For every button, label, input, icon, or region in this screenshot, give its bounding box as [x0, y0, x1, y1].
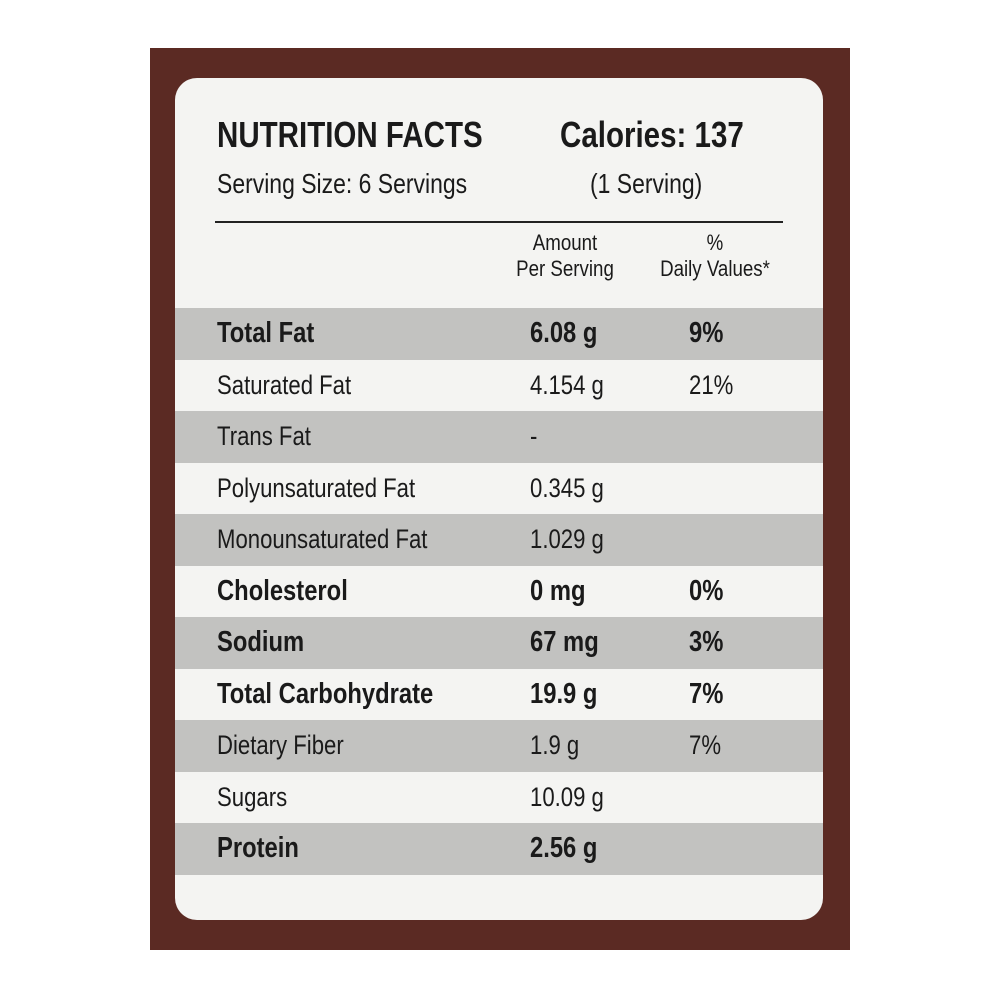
- nutrient-amount: -: [530, 421, 538, 451]
- nutrient-row: Polyunsaturated Fat 0.345 g: [175, 463, 823, 515]
- nutrient-amount: 2.56 g: [530, 832, 598, 864]
- nutrient-name: Saturated Fat: [217, 369, 352, 400]
- nutrient-amount: 0 mg: [530, 574, 586, 607]
- calories-basis: (1 Serving): [590, 168, 703, 199]
- nutrient-row: Sugars 10.09 g: [175, 772, 823, 824]
- column-header-line: Daily Values*: [660, 256, 770, 281]
- nutrient-amount: 6.08 g: [530, 317, 598, 349]
- nutrient-name: Total Carbohydrate: [217, 677, 434, 710]
- nutrient-daily-value: 0%: [689, 574, 724, 607]
- nutrient-amount: 19.9 g: [530, 677, 598, 710]
- nutrient-row: Sodium 67 mg 3%: [175, 617, 823, 669]
- nutrient-name: Sodium: [217, 626, 305, 658]
- nutrient-daily-value: 9%: [689, 317, 724, 349]
- nutrient-name: Cholesterol: [217, 574, 348, 607]
- nutrient-daily-value: 7%: [689, 730, 722, 760]
- nutrient-amount: 10.09 g: [530, 781, 604, 812]
- nutrient-amount: 1.029 g: [530, 524, 604, 554]
- amount-header: Amount Per Serving: [485, 230, 645, 282]
- nutrient-name: Protein: [217, 832, 299, 864]
- serving-size: Serving Size: 6 Servings: [217, 168, 468, 199]
- calories: Calories: 137: [560, 114, 744, 155]
- nutrient-amount: 67 mg: [530, 626, 599, 658]
- nutrient-amount: 1.9 g: [530, 730, 580, 760]
- column-header-line: Per Serving: [516, 256, 614, 281]
- nutrient-amount: 0.345 g: [530, 472, 604, 503]
- nutrient-row: Monounsaturated Fat 1.029 g: [175, 514, 823, 566]
- title: NUTRITION FACTS: [217, 114, 483, 155]
- nutrient-name: Trans Fat: [217, 421, 311, 451]
- nutrient-row: Saturated Fat 4.154 g 21%: [175, 360, 823, 412]
- nutrition-label: NUTRITION FACTS Serving Size: 6 Servings…: [175, 78, 823, 920]
- nutrient-row: Protein 2.56 g: [175, 823, 823, 875]
- nutrient-row: Trans Fat -: [175, 411, 823, 463]
- nutrient-row: Total Carbohydrate 19.9 g 7%: [175, 669, 823, 721]
- daily-value-header: % Daily Values*: [630, 230, 800, 282]
- nutrient-daily-value: 7%: [689, 677, 724, 710]
- nutrient-name: Polyunsaturated Fat: [217, 472, 416, 503]
- nutrient-name: Sugars: [217, 781, 288, 812]
- divider: [215, 221, 783, 223]
- column-header-line: Amount: [532, 230, 598, 255]
- nutrient-row: Dietary Fiber 1.9 g 7%: [175, 720, 823, 772]
- nutrient-daily-value: 3%: [689, 626, 724, 658]
- nutrient-amount: 4.154 g: [530, 369, 604, 400]
- nutrient-daily-value: 21%: [689, 369, 734, 400]
- nutrient-name: Dietary Fiber: [217, 730, 344, 760]
- nutrient-row: Total Fat 6.08 g 9%: [175, 308, 823, 360]
- column-header-line: %: [706, 230, 724, 255]
- nutrient-row: Cholesterol 0 mg 0%: [175, 566, 823, 618]
- nutrient-name: Total Fat: [217, 317, 315, 349]
- nutrient-name: Monounsaturated Fat: [217, 524, 428, 554]
